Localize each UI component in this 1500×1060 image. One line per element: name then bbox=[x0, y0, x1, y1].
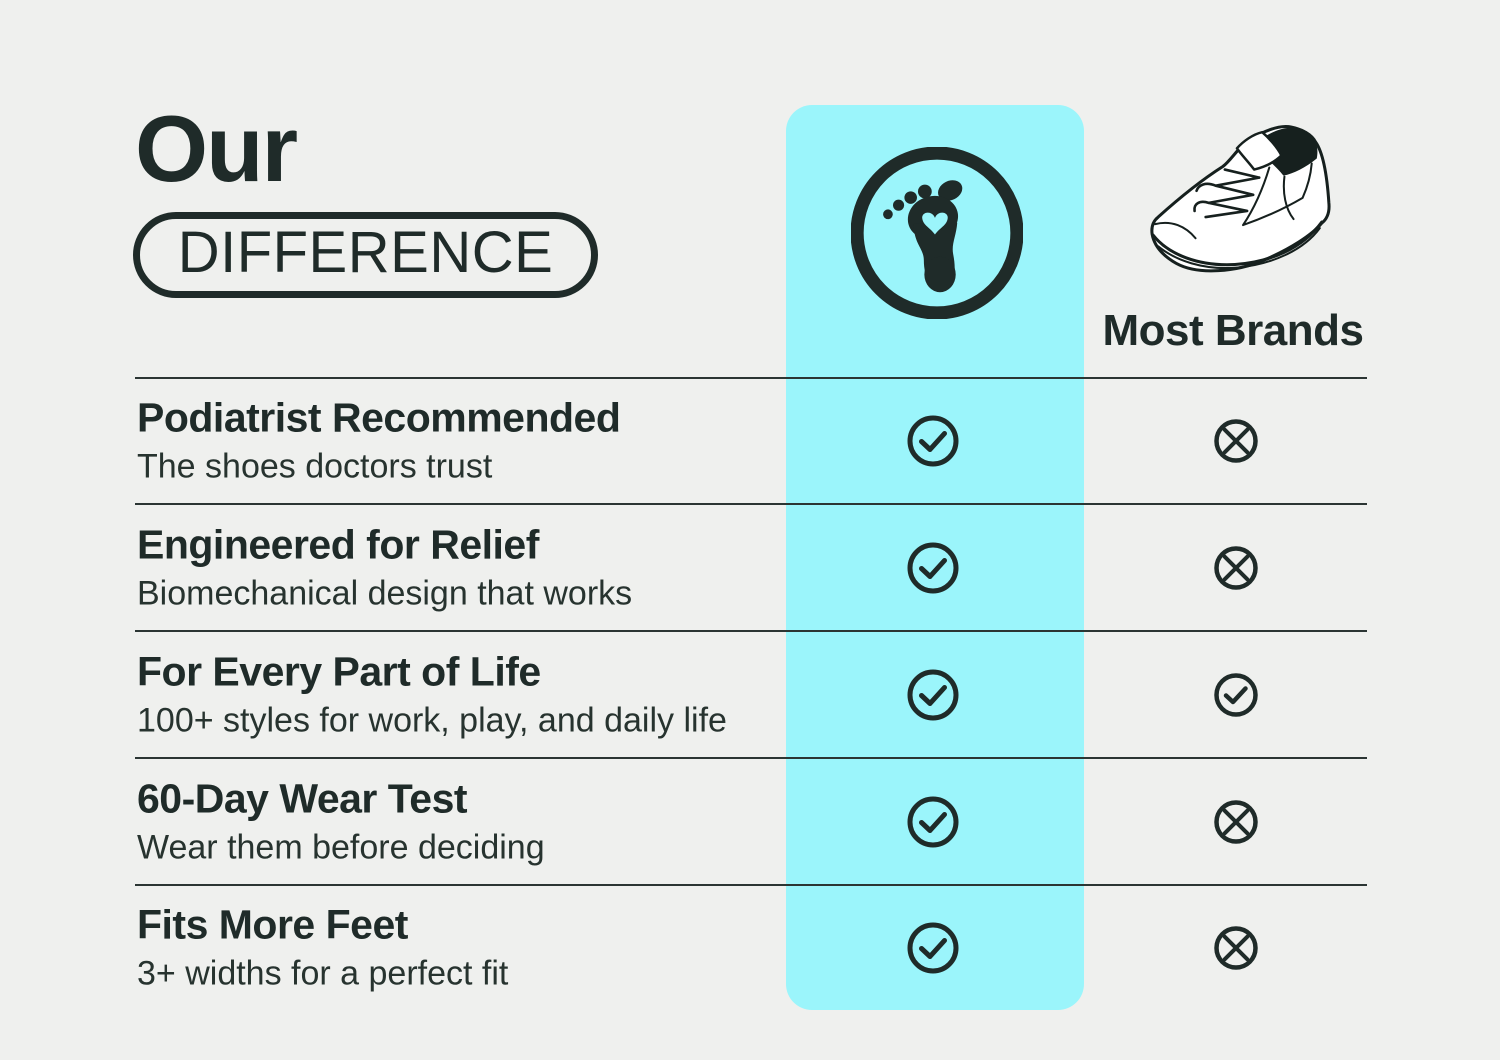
title-badge-pill: DIFFERENCE bbox=[133, 212, 598, 298]
feature-text: Podiatrist Recommended The shoes doctors… bbox=[137, 395, 817, 488]
title-badge-label: DIFFERENCE bbox=[177, 220, 554, 285]
cross-circle-icon bbox=[1214, 419, 1258, 463]
competitor-column-header: Most Brands bbox=[1102, 306, 1364, 355]
feature-subtitle: 100+ styles for work, play, and daily li… bbox=[137, 701, 727, 740]
check-circle-icon bbox=[907, 415, 959, 467]
feature-subtitle: 3+ widths for a perfect fit bbox=[137, 954, 509, 993]
check-circle-icon bbox=[907, 542, 959, 594]
feature-text: 60-Day Wear Test Wear them before decidi… bbox=[137, 775, 817, 868]
cross-circle-icon bbox=[1214, 799, 1258, 844]
feature-text: Engineered for Relief Biomechanical desi… bbox=[137, 521, 817, 614]
cross-circle-icon bbox=[1214, 926, 1258, 970]
feature-title: Engineered for Relief bbox=[137, 521, 539, 568]
table-row: Fits More Feet 3+ widths for a perfect f… bbox=[135, 884, 1367, 1010]
page-title: Our bbox=[135, 96, 298, 201]
sneaker-line-art-icon bbox=[1138, 114, 1340, 290]
feature-title: For Every Part of Life bbox=[137, 648, 541, 695]
feature-title: Podiatrist Recommended bbox=[137, 394, 621, 441]
feature-title: 60-Day Wear Test bbox=[137, 775, 468, 822]
feature-subtitle: Biomechanical design that works bbox=[137, 574, 633, 613]
table-row: Podiatrist Recommended The shoes doctors… bbox=[135, 377, 1367, 503]
check-circle-icon bbox=[1214, 672, 1258, 717]
table-row: For Every Part of Life 100+ styles for w… bbox=[135, 630, 1367, 757]
cross-circle-icon bbox=[1214, 545, 1258, 590]
check-circle-icon bbox=[907, 796, 959, 848]
feature-subtitle: Wear them before deciding bbox=[137, 828, 545, 867]
check-circle-icon bbox=[907, 669, 959, 721]
feature-text: Fits More Feet 3+ widths for a perfect f… bbox=[137, 902, 817, 995]
table-row: 60-Day Wear Test Wear them before decidi… bbox=[135, 757, 1367, 884]
feature-title: Fits More Feet bbox=[137, 901, 408, 948]
feature-subtitle: The shoes doctors trust bbox=[137, 447, 493, 486]
table-row: Engineered for Relief Biomechanical desi… bbox=[135, 503, 1367, 630]
feature-text: For Every Part of Life 100+ styles for w… bbox=[137, 648, 817, 741]
check-circle-icon bbox=[907, 922, 959, 974]
footprint-heart-circle-logo-icon bbox=[850, 146, 1024, 320]
